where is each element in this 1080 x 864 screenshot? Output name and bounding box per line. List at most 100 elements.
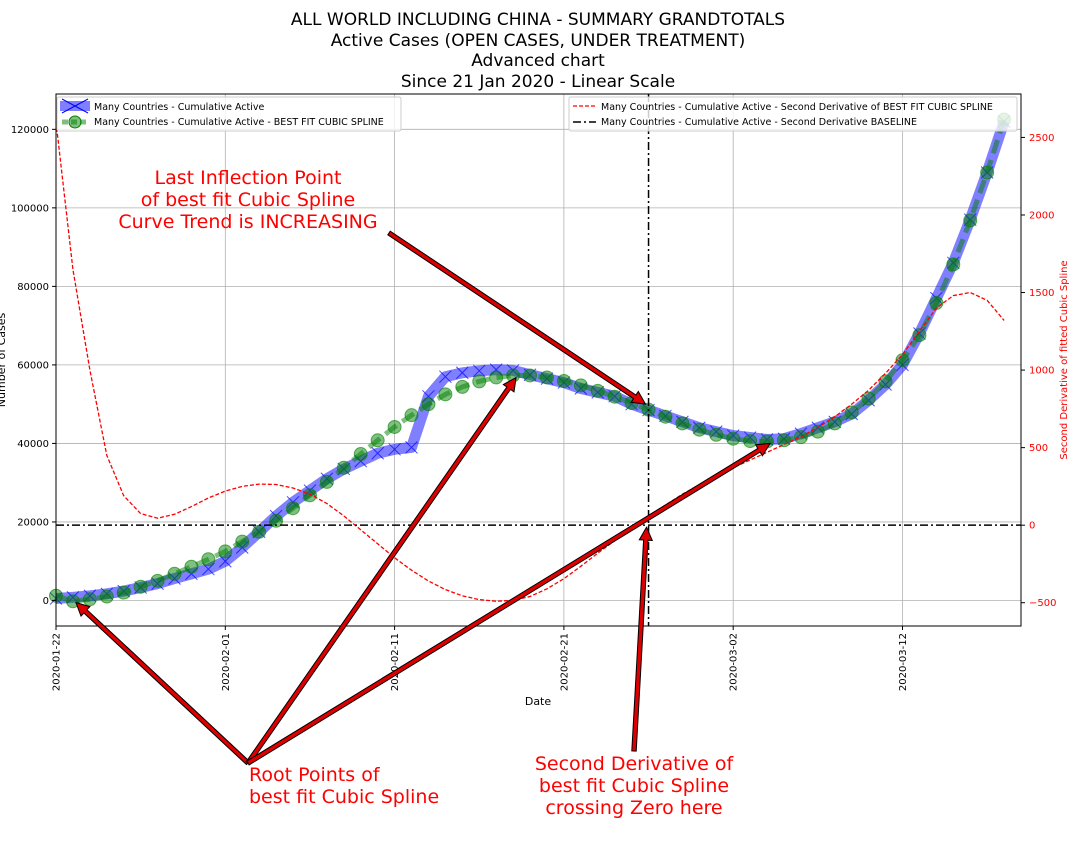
- legend-active-label: Many Countries - Cumulative Active: [94, 102, 264, 113]
- roots-annotation-line: Root Points of: [249, 764, 381, 786]
- legend-spline-marker: [68, 115, 82, 129]
- spline-point: [573, 378, 588, 393]
- chart-titles: ALL WORLD INCLUDING CHINA - SUMMARY GRAN…: [291, 10, 785, 92]
- zero-cross-annotation-line: Second Derivative of: [535, 753, 735, 775]
- spline-point: [946, 257, 961, 272]
- y-tick-label: 80000: [17, 282, 49, 293]
- x-tick-label: 2020-02-11: [390, 633, 401, 691]
- spline-point: [861, 391, 876, 406]
- active-cases-point: [439, 370, 452, 384]
- spline-point: [438, 387, 453, 402]
- active-cases-point: [472, 364, 486, 378]
- active-cases-point: [405, 441, 418, 454]
- spline-point: [387, 419, 402, 434]
- y2-tick-label: 2000: [1029, 210, 1054, 221]
- legend-active-marker: [61, 98, 89, 114]
- y-tick-label: 20000: [17, 517, 49, 528]
- y2-tick-label: 0: [1029, 521, 1035, 532]
- active-cases-point: [218, 554, 232, 568]
- y2-tick-label: 1000: [1029, 366, 1054, 377]
- spline-point: [912, 328, 927, 343]
- spline-point: [810, 424, 825, 439]
- second-derivative-line: [55, 121, 1005, 602]
- inflection-annotation-line: Curve Trend is INCREASING: [118, 211, 377, 233]
- spline-point: [116, 585, 131, 600]
- spline-point: [336, 460, 351, 475]
- active-cases-point: [202, 562, 215, 576]
- spline-point: [201, 552, 216, 567]
- spline-point: [252, 524, 267, 539]
- roots-arrow: [75, 601, 251, 766]
- chart-title-line-2: Active Cases (OPEN CASES, UNDER TREATMEN…: [331, 31, 746, 51]
- legend-derivative-label: Many Countries - Cumulative Active - Sec…: [601, 102, 993, 113]
- spline-point: [150, 573, 165, 588]
- spline-point: [658, 409, 673, 424]
- legend-left: Many Countries - Cumulative Active Many C…: [56, 96, 402, 132]
- spline-point: [895, 353, 910, 368]
- y-axis-label: Number of Cases: [0, 313, 8, 408]
- active-cases-point: [388, 442, 401, 456]
- x-tick-label: 2020-02-01: [221, 633, 232, 691]
- spline-point: [319, 474, 334, 489]
- spline-point: [133, 579, 148, 594]
- spline-point: [743, 434, 758, 449]
- spline-point: [878, 374, 893, 389]
- roots-arrow: [245, 376, 517, 766]
- roots-arrow: [246, 442, 772, 766]
- spline-point: [523, 368, 538, 383]
- y-tick-label: 100000: [11, 203, 49, 214]
- inflection-annotation-line: Last Inflection Point: [155, 167, 342, 189]
- y2-tick-label: 2500: [1029, 133, 1054, 144]
- roots-annotation-line: best fit Cubic Spline: [249, 786, 439, 808]
- y2-tick-label: 500: [1029, 443, 1048, 454]
- chart-title-line-4: Since 21 Jan 2020 - Linear Scale: [401, 72, 675, 92]
- spline-point: [709, 427, 724, 442]
- spline-point: [489, 370, 504, 385]
- zero-cross-arrow: [631, 526, 654, 752]
- spline-point: [370, 433, 385, 448]
- plot-series: [49, 94, 1021, 626]
- spline-point: [218, 544, 233, 559]
- inflection-arrow: [387, 230, 647, 405]
- x-axis-label: Date: [525, 695, 552, 708]
- active-cases-point: [371, 446, 385, 460]
- spline-point: [692, 422, 707, 437]
- inflection-annotation-line: of best fit Cubic Spline: [141, 189, 356, 211]
- y2-tick-label: −500: [1029, 598, 1056, 609]
- legend-right-box: [568, 96, 1018, 132]
- plot-frame: [55, 93, 1022, 627]
- spline-point: [675, 416, 690, 431]
- chart-title-line-1: ALL WORLD INCLUDING CHINA - SUMMARY GRAN…: [291, 10, 785, 30]
- spline-point: [844, 405, 859, 420]
- y-tick-label: 120000: [11, 125, 49, 136]
- spline-point: [776, 433, 791, 448]
- legend-baseline-label: Many Countries - Cumulative Active - Sec…: [601, 117, 917, 128]
- spline-point: [726, 431, 741, 446]
- spline-point: [590, 383, 605, 398]
- axes: 2020-01-22 2020-02-01 2020-02-11 2020-02-21…: [11, 93, 1056, 691]
- spline-point: [827, 416, 842, 431]
- legend-right: Many Countries - Cumulative Active - Sec…: [568, 96, 1018, 132]
- spline-point: [472, 374, 487, 389]
- active-cases-point: [455, 366, 469, 380]
- spline-point: [556, 374, 571, 389]
- spline-point: [404, 408, 419, 423]
- legends: Many Countries - Cumulative Active Many C…: [56, 96, 1018, 132]
- spline-point: [302, 488, 317, 503]
- spline-point: [235, 534, 250, 549]
- x-tick-label: 2020-03-02: [729, 633, 740, 691]
- spline-point: [539, 370, 554, 385]
- spline-point: [421, 397, 436, 412]
- y-tick-label: 0: [43, 596, 49, 607]
- spline-point: [353, 447, 368, 462]
- legend-spline-label: Many Countries - Cumulative Active - BES…: [94, 117, 384, 128]
- spline-point: [980, 165, 995, 180]
- spline-point: [269, 513, 284, 528]
- y2-axis-label: Second Derivative of fitted Cubic Spline: [1059, 260, 1070, 459]
- y-tick-label: 40000: [17, 439, 49, 450]
- spline-point: [167, 566, 182, 581]
- chart-title-line-3: Advanced chart: [471, 51, 605, 71]
- y-tick-label: 60000: [17, 360, 49, 371]
